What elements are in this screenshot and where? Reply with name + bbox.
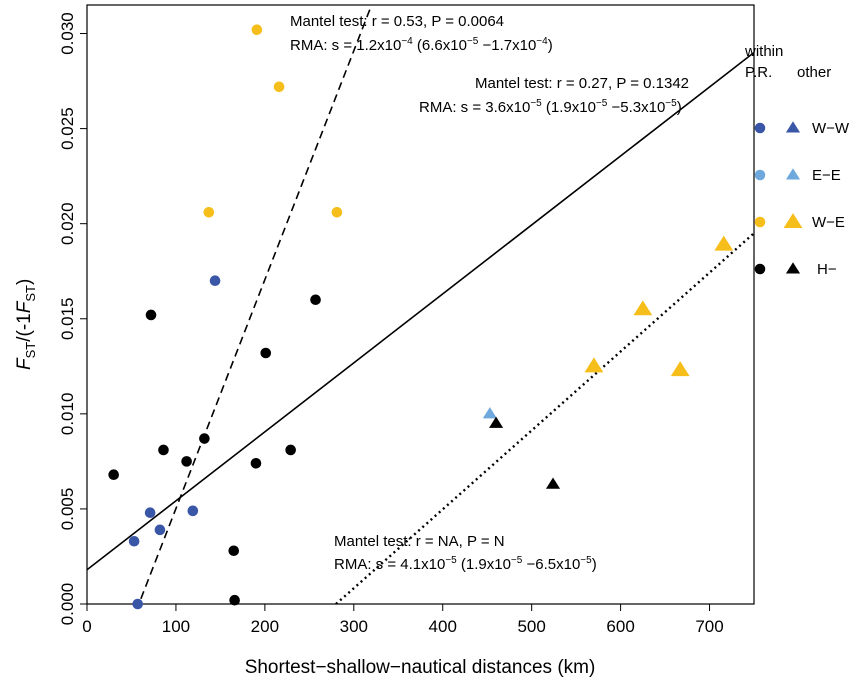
x-tick-label: 300 (340, 617, 368, 636)
point-within-h- (229, 594, 240, 606)
legend-triangle-h- (785, 262, 801, 274)
legend-label-h: H− (817, 261, 837, 278)
point-within-w-e (331, 206, 343, 218)
point-within-h- (310, 294, 321, 306)
point-other-w-e (670, 361, 690, 377)
point-within-w-w (154, 524, 166, 536)
solid-fit-line (87, 51, 754, 571)
point-within-w-w (187, 505, 199, 517)
point-within-h- (250, 457, 262, 469)
y-tick-label: 0.020 (58, 202, 77, 245)
annotation-3-rma: RMA: s = 4.1x10−5 (1.9x10−5 −6.5x10−5) (334, 555, 597, 573)
y-tick-label: 0.005 (58, 488, 77, 531)
legend-dot-e-e (754, 169, 766, 181)
legend-header-within: within (744, 43, 783, 60)
point-within-w-w (128, 535, 140, 547)
x-tick-label: 700 (695, 617, 723, 636)
legend-triangle-w-w (785, 121, 801, 133)
point-within-w-w (144, 507, 156, 519)
annotation-1: Mantel test: r = 0.53, P = 0.0064 RMA: s… (290, 13, 553, 54)
legend-label-ww: W−W (812, 120, 850, 137)
x-axis-label: Shortest−shallow−nautical distances (km) (245, 657, 596, 678)
point-within-h- (145, 309, 157, 321)
legend-dot-h- (754, 263, 766, 275)
dotted-fit-line (335, 232, 754, 604)
x-tick-label: 200 (251, 617, 279, 636)
annotation-2-rma: RMA: s = 3.6x10−5 (1.9x10−5 −5.3x10−5) (419, 98, 682, 116)
x-tick-label: 0 (82, 617, 91, 636)
point-other-w-e (584, 357, 604, 373)
point-other-w-e (714, 235, 734, 251)
point-within-w-w (209, 275, 221, 287)
legend-triangle-w-e (783, 213, 803, 229)
annotation-3-mantel: Mantel test: r = NA, P = N (334, 533, 505, 550)
point-within-h- (285, 444, 296, 456)
annotation-2-mantel: Mantel test: r = 0.27, P = 0.1342 (475, 75, 689, 92)
annotation-1-mantel: Mantel test: r = 0.53, P = 0.0064 (290, 13, 504, 30)
point-within-h- (181, 456, 192, 467)
legend-label-ee: E−E (812, 167, 841, 184)
legend: within P.R. other W−W E−E W−E H− (744, 43, 850, 278)
y-axis-label: FST/(-1FST) (14, 279, 38, 370)
point-other-h- (545, 477, 561, 489)
point-within-h- (108, 469, 119, 480)
y-tick-label: 0.000 (58, 583, 77, 626)
y-tick-label: 0.030 (58, 12, 77, 55)
legend-header-pr: P.R. (745, 64, 772, 81)
point-within-w-w (132, 598, 143, 610)
x-tick-label: 400 (429, 617, 457, 636)
x-tick-label: 500 (517, 617, 545, 636)
annotation-2: Mantel test: r = 0.27, P = 0.1342 RMA: s… (419, 75, 689, 116)
annotation-1-rma: RMA: s = 1.2x10−4 (6.6x10−5 −1.7x10−4) (290, 36, 553, 54)
point-other-e-e (482, 407, 497, 419)
point-within-w-e (203, 206, 215, 218)
x-tick-label: 100 (162, 617, 190, 636)
legend-dot-w-e (754, 216, 766, 228)
point-within-w-e (251, 24, 263, 36)
point-other-h- (489, 416, 504, 428)
legend-dot-w-w (754, 122, 766, 134)
point-within-h- (260, 347, 272, 359)
y-tick-label: 0.025 (58, 107, 77, 150)
point-within-w-e (273, 81, 285, 93)
x-tick-label: 600 (606, 617, 634, 636)
point-other-w-e (633, 300, 653, 316)
y-tick-label: 0.015 (58, 297, 77, 340)
legend-label-we: W−E (812, 214, 845, 231)
point-within-h- (199, 433, 210, 444)
point-within-h- (228, 545, 240, 557)
y-tick-label: 0.010 (58, 393, 77, 436)
legend-triangle-e-e (785, 168, 801, 180)
plot-frame (86, 4, 755, 605)
legend-header-other: other (797, 64, 831, 81)
annotation-3: Mantel test: r = NA, P = N RMA: s = 4.1x… (334, 533, 597, 573)
dashed-fit-line (137, 5, 373, 604)
point-within-h- (158, 444, 169, 456)
